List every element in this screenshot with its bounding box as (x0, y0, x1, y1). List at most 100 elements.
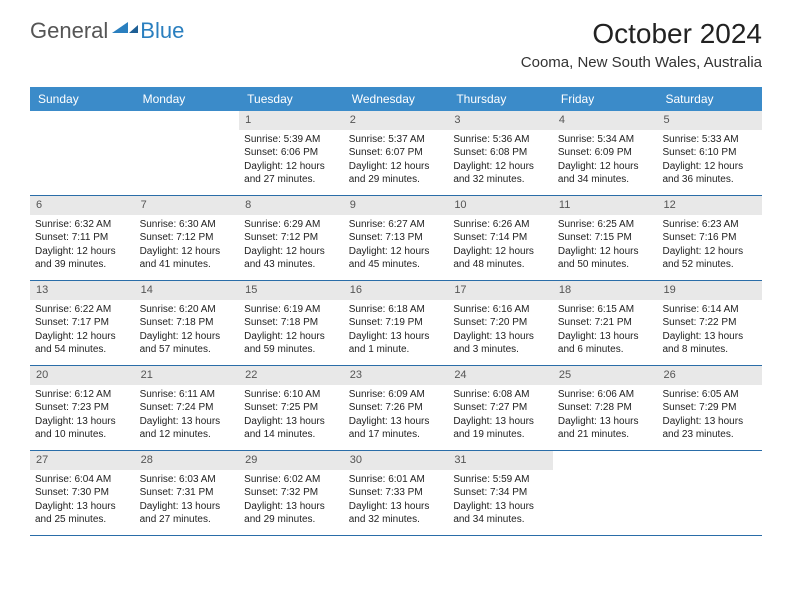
daylight-text: Daylight: 12 hours and 54 minutes. (35, 330, 130, 357)
day-number: 2 (344, 111, 449, 130)
sunset-text: Sunset: 7:24 PM (140, 401, 235, 415)
header: General Blue October 2024 Cooma, New Sou… (0, 0, 792, 79)
day-number: 10 (448, 196, 553, 215)
sunset-text: Sunset: 7:27 PM (453, 401, 548, 415)
sunset-text: Sunset: 7:31 PM (140, 486, 235, 500)
day-number: 16 (344, 281, 449, 300)
sunrise-text: Sunrise: 5:37 AM (349, 133, 444, 147)
sunrise-text: Sunrise: 6:10 AM (244, 388, 339, 402)
sunrise-text: Sunrise: 6:08 AM (453, 388, 548, 402)
sunset-text: Sunset: 7:18 PM (140, 316, 235, 330)
sunrise-text: Sunrise: 6:09 AM (349, 388, 444, 402)
day-body: Sunrise: 6:26 AMSunset: 7:14 PMDaylight:… (448, 215, 553, 277)
sunset-text: Sunset: 7:29 PM (662, 401, 757, 415)
sunset-text: Sunset: 6:07 PM (349, 146, 444, 160)
day-body: Sunrise: 6:10 AMSunset: 7:25 PMDaylight:… (239, 385, 344, 447)
daylight-text: Daylight: 12 hours and 27 minutes. (244, 160, 339, 187)
sunset-text: Sunset: 7:33 PM (349, 486, 444, 500)
sunset-text: Sunset: 7:12 PM (244, 231, 339, 245)
day-body: Sunrise: 6:30 AMSunset: 7:12 PMDaylight:… (135, 215, 240, 277)
day-body (553, 455, 658, 463)
weekday-header: Wednesday (344, 87, 449, 111)
calendar-day-cell: 15Sunrise: 6:19 AMSunset: 7:18 PMDayligh… (239, 281, 344, 365)
sunset-text: Sunset: 6:08 PM (453, 146, 548, 160)
sunrise-text: Sunrise: 5:33 AM (662, 133, 757, 147)
sunset-text: Sunset: 6:09 PM (558, 146, 653, 160)
sunrise-text: Sunrise: 6:06 AM (558, 388, 653, 402)
day-body: Sunrise: 6:02 AMSunset: 7:32 PMDaylight:… (239, 470, 344, 532)
calendar-day-cell (30, 111, 135, 195)
day-number: 28 (135, 451, 240, 470)
daylight-text: Daylight: 13 hours and 6 minutes. (558, 330, 653, 357)
logo-text-blue: Blue (140, 18, 184, 44)
calendar-day-cell: 5Sunrise: 5:33 AMSunset: 6:10 PMDaylight… (657, 111, 762, 195)
logo-text-general: General (30, 18, 108, 44)
sunset-text: Sunset: 7:11 PM (35, 231, 130, 245)
day-body: Sunrise: 6:01 AMSunset: 7:33 PMDaylight:… (344, 470, 449, 532)
daylight-text: Daylight: 13 hours and 27 minutes. (140, 500, 235, 527)
day-number: 13 (30, 281, 135, 300)
daylight-text: Daylight: 13 hours and 8 minutes. (662, 330, 757, 357)
sunrise-text: Sunrise: 6:01 AM (349, 473, 444, 487)
daylight-text: Daylight: 12 hours and 36 minutes. (662, 160, 757, 187)
calendar-day-cell: 31Sunrise: 5:59 AMSunset: 7:34 PMDayligh… (448, 451, 553, 535)
weekday-header-row: SundayMondayTuesdayWednesdayThursdayFrid… (30, 87, 762, 111)
calendar-day-cell: 29Sunrise: 6:02 AMSunset: 7:32 PMDayligh… (239, 451, 344, 535)
sunrise-text: Sunrise: 6:32 AM (35, 218, 130, 232)
calendar-day-cell: 8Sunrise: 6:29 AMSunset: 7:12 PMDaylight… (239, 196, 344, 280)
daylight-text: Daylight: 12 hours and 29 minutes. (349, 160, 444, 187)
sunset-text: Sunset: 7:22 PM (662, 316, 757, 330)
weekday-header: Tuesday (239, 87, 344, 111)
day-body: Sunrise: 6:27 AMSunset: 7:13 PMDaylight:… (344, 215, 449, 277)
daylight-text: Daylight: 12 hours and 50 minutes. (558, 245, 653, 272)
day-body: Sunrise: 6:04 AMSunset: 7:30 PMDaylight:… (30, 470, 135, 532)
sunrise-text: Sunrise: 6:29 AM (244, 218, 339, 232)
daylight-text: Daylight: 13 hours and 29 minutes. (244, 500, 339, 527)
daylight-text: Daylight: 13 hours and 25 minutes. (35, 500, 130, 527)
sunset-text: Sunset: 7:12 PM (140, 231, 235, 245)
calendar-day-cell: 20Sunrise: 6:12 AMSunset: 7:23 PMDayligh… (30, 366, 135, 450)
day-body: Sunrise: 6:20 AMSunset: 7:18 PMDaylight:… (135, 300, 240, 362)
calendar-day-cell: 12Sunrise: 6:23 AMSunset: 7:16 PMDayligh… (657, 196, 762, 280)
sunrise-text: Sunrise: 5:36 AM (453, 133, 548, 147)
weekday-header: Friday (553, 87, 658, 111)
day-body: Sunrise: 6:29 AMSunset: 7:12 PMDaylight:… (239, 215, 344, 277)
day-body: Sunrise: 5:33 AMSunset: 6:10 PMDaylight:… (657, 130, 762, 192)
day-body: Sunrise: 6:19 AMSunset: 7:18 PMDaylight:… (239, 300, 344, 362)
daylight-text: Daylight: 13 hours and 17 minutes. (349, 415, 444, 442)
sunset-text: Sunset: 7:30 PM (35, 486, 130, 500)
calendar-day-cell: 11Sunrise: 6:25 AMSunset: 7:15 PMDayligh… (553, 196, 658, 280)
calendar-week-row: 1Sunrise: 5:39 AMSunset: 6:06 PMDaylight… (30, 111, 762, 196)
day-number: 31 (448, 451, 553, 470)
calendar-day-cell: 27Sunrise: 6:04 AMSunset: 7:30 PMDayligh… (30, 451, 135, 535)
calendar-day-cell: 16Sunrise: 6:18 AMSunset: 7:19 PMDayligh… (344, 281, 449, 365)
weekday-header: Monday (135, 87, 240, 111)
daylight-text: Daylight: 12 hours and 34 minutes. (558, 160, 653, 187)
calendar-day-cell (553, 451, 658, 535)
calendar-day-cell: 23Sunrise: 6:09 AMSunset: 7:26 PMDayligh… (344, 366, 449, 450)
calendar-day-cell: 18Sunrise: 6:15 AMSunset: 7:21 PMDayligh… (553, 281, 658, 365)
day-number: 5 (657, 111, 762, 130)
day-body: Sunrise: 5:34 AMSunset: 6:09 PMDaylight:… (553, 130, 658, 192)
day-number: 17 (448, 281, 553, 300)
sunrise-text: Sunrise: 6:02 AM (244, 473, 339, 487)
sunset-text: Sunset: 7:20 PM (453, 316, 548, 330)
calendar-day-cell: 13Sunrise: 6:22 AMSunset: 7:17 PMDayligh… (30, 281, 135, 365)
calendar-day-cell: 25Sunrise: 6:06 AMSunset: 7:28 PMDayligh… (553, 366, 658, 450)
location-text: Cooma, New South Wales, Australia (521, 54, 762, 71)
day-body: Sunrise: 6:25 AMSunset: 7:15 PMDaylight:… (553, 215, 658, 277)
day-body (657, 455, 762, 463)
sunset-text: Sunset: 7:16 PM (662, 231, 757, 245)
day-number: 19 (657, 281, 762, 300)
calendar-day-cell (135, 111, 240, 195)
day-number: 23 (344, 366, 449, 385)
weekday-header: Sunday (30, 87, 135, 111)
day-body: Sunrise: 6:06 AMSunset: 7:28 PMDaylight:… (553, 385, 658, 447)
daylight-text: Daylight: 13 hours and 19 minutes. (453, 415, 548, 442)
calendar: SundayMondayTuesdayWednesdayThursdayFrid… (30, 87, 762, 536)
sunrise-text: Sunrise: 6:18 AM (349, 303, 444, 317)
day-number: 18 (553, 281, 658, 300)
sunset-text: Sunset: 7:17 PM (35, 316, 130, 330)
day-body: Sunrise: 6:05 AMSunset: 7:29 PMDaylight:… (657, 385, 762, 447)
calendar-week-row: 6Sunrise: 6:32 AMSunset: 7:11 PMDaylight… (30, 196, 762, 281)
